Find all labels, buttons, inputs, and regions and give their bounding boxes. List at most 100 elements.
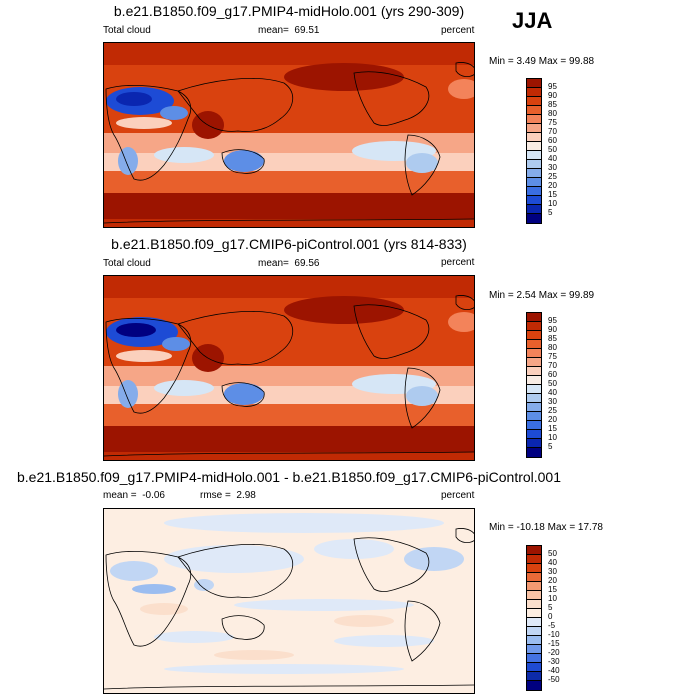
panel1-cbar-label: 50 bbox=[548, 145, 557, 154]
panel2-variable-label: Total cloud bbox=[103, 258, 151, 269]
panel1-cbar-box bbox=[527, 124, 541, 133]
panel3-coastlines bbox=[104, 528, 474, 690]
panel2-units-label: percent bbox=[441, 257, 475, 268]
panel1-cbar-label: 70 bbox=[548, 127, 557, 136]
panel3-cbar-label: 0 bbox=[548, 612, 553, 621]
panel3-npac-neg bbox=[314, 539, 394, 559]
panel3-map-svg bbox=[104, 509, 474, 693]
panel2-cbar-label: 95 bbox=[548, 316, 557, 325]
panel3-cbar-box bbox=[527, 636, 541, 645]
panel2-npac-high bbox=[284, 296, 404, 324]
panel1-cbar-label: 85 bbox=[548, 100, 557, 109]
panel1-australia-low bbox=[224, 150, 264, 172]
panel3-cbar-label: 10 bbox=[548, 594, 557, 603]
panel1-map bbox=[103, 42, 475, 228]
panel3-cbar-label: -5 bbox=[548, 621, 556, 630]
season-label: JJA bbox=[512, 8, 553, 33]
panel2-ant-band bbox=[104, 452, 474, 460]
panel1-sahara-core bbox=[116, 92, 152, 106]
panel1-cbar-box bbox=[527, 214, 541, 223]
panel3-india-neg bbox=[194, 579, 214, 591]
panel1-map-svg bbox=[104, 43, 474, 227]
panel3-cbar-label: 5 bbox=[548, 603, 553, 612]
panel2-cbar-label: 75 bbox=[548, 352, 557, 361]
panel3-so-neg bbox=[164, 664, 404, 674]
panel2-cbar-label: 40 bbox=[548, 388, 557, 397]
panel1-south-band bbox=[104, 171, 474, 195]
panel2-cbar-box bbox=[527, 367, 541, 376]
panel2-cbar-box bbox=[527, 313, 541, 322]
panel2-s-africa-low bbox=[118, 380, 138, 408]
panel3-cbar-label: 30 bbox=[548, 567, 557, 576]
panel3-cbar-box bbox=[527, 582, 541, 591]
panel2-south-band bbox=[104, 404, 474, 428]
panel1-colorbar bbox=[526, 78, 542, 224]
panel3-pos-3 bbox=[214, 650, 294, 660]
panel1-cbar-box bbox=[527, 115, 541, 124]
panel2-cbar-label: 20 bbox=[548, 415, 557, 424]
panel2-cbar-box bbox=[527, 448, 541, 457]
panel1-cbar-box bbox=[527, 97, 541, 106]
panel3-cbar-box bbox=[527, 546, 541, 555]
panel3-cbar-box bbox=[527, 564, 541, 573]
panel2-cbar-label: 60 bbox=[548, 370, 557, 379]
panel2-cbar-label: 15 bbox=[548, 424, 557, 433]
panel3-cbar-label: -15 bbox=[548, 639, 560, 648]
panel2-cbar-box bbox=[527, 376, 541, 385]
panel1-cbar-label: 5 bbox=[548, 208, 553, 217]
panel1-cbar-label: 60 bbox=[548, 136, 557, 145]
panel2-coastlines bbox=[104, 295, 474, 457]
panel2-ne-atlantic bbox=[448, 312, 474, 332]
panel3-natl-neg bbox=[404, 547, 464, 571]
panel2-cbar-label: 5 bbox=[548, 442, 553, 451]
panel3-pos-2 bbox=[334, 615, 394, 627]
panel2-sahara-core bbox=[116, 323, 156, 337]
panel2-cbar-box bbox=[527, 430, 541, 439]
panel3-cbar-box bbox=[527, 555, 541, 564]
panel3-mean-prefix: mean = bbox=[103, 490, 137, 501]
panel3-sahel-neg bbox=[132, 584, 176, 594]
panel2-cbar-box bbox=[527, 439, 541, 448]
panel2-cbar-box bbox=[527, 385, 541, 394]
panel2-title: b.e21.B1850.f09_g17.CMIP6-piControl.001 … bbox=[111, 236, 467, 252]
panel1-cbar-box bbox=[527, 205, 541, 214]
panel2-arabia-low bbox=[162, 337, 190, 351]
panel3-title: b.e21.B1850.f09_g17.PMIP4-midHolo.001 - … bbox=[16, 469, 562, 485]
panel3-cbar-box bbox=[527, 591, 541, 600]
panel3-cbar-label: -10 bbox=[548, 630, 560, 639]
panel1-variable-label: Total cloud bbox=[103, 25, 151, 36]
panel3-cbar-label: -30 bbox=[548, 657, 560, 666]
panel2-colorbar bbox=[526, 312, 542, 458]
panel2-cbar-label: 80 bbox=[548, 343, 557, 352]
panel1-cbar-box bbox=[527, 88, 541, 97]
panel2-cbar-box bbox=[527, 394, 541, 403]
panel1-s-africa-low bbox=[118, 147, 138, 175]
panel2-cbar-box bbox=[527, 331, 541, 340]
panel1-cbar-label: 20 bbox=[548, 181, 557, 190]
panel3-cbar-label: -40 bbox=[548, 666, 560, 675]
panel1-arabia-low bbox=[160, 106, 188, 120]
panel3-rmse-label: rmse = 2.98 bbox=[200, 490, 256, 501]
panel1-mean-label: mean= 69.51 bbox=[258, 25, 319, 36]
panel2-map bbox=[103, 275, 475, 461]
panel1-cbar-box bbox=[527, 133, 541, 142]
panel1-sahel bbox=[116, 117, 172, 129]
panel3-cbar-box bbox=[527, 609, 541, 618]
panel1-arctic-band bbox=[104, 43, 474, 65]
panel2-sahel bbox=[116, 350, 172, 362]
panel1-cbar-box bbox=[527, 187, 541, 196]
panel1-cbar-label: 25 bbox=[548, 172, 557, 181]
panel3-minmax: Min = -10.18 Max = 17.78 bbox=[489, 522, 603, 533]
panel2-cbar-box bbox=[527, 340, 541, 349]
panel1-cbar-box bbox=[527, 151, 541, 160]
panel3-cbar-box bbox=[527, 663, 541, 672]
panel2-cbar-label: 70 bbox=[548, 361, 557, 370]
panel1-cbar-box bbox=[527, 160, 541, 169]
panel3-cbar-box bbox=[527, 573, 541, 582]
panel2-brazil-low bbox=[406, 386, 438, 406]
panel2-cbar-box bbox=[527, 349, 541, 358]
panel3-cbar-label: -50 bbox=[548, 675, 560, 684]
panel3-cbar-box bbox=[527, 654, 541, 663]
panel2-mean-prefix: mean= bbox=[258, 258, 289, 269]
panel2-cbar-box bbox=[527, 358, 541, 367]
